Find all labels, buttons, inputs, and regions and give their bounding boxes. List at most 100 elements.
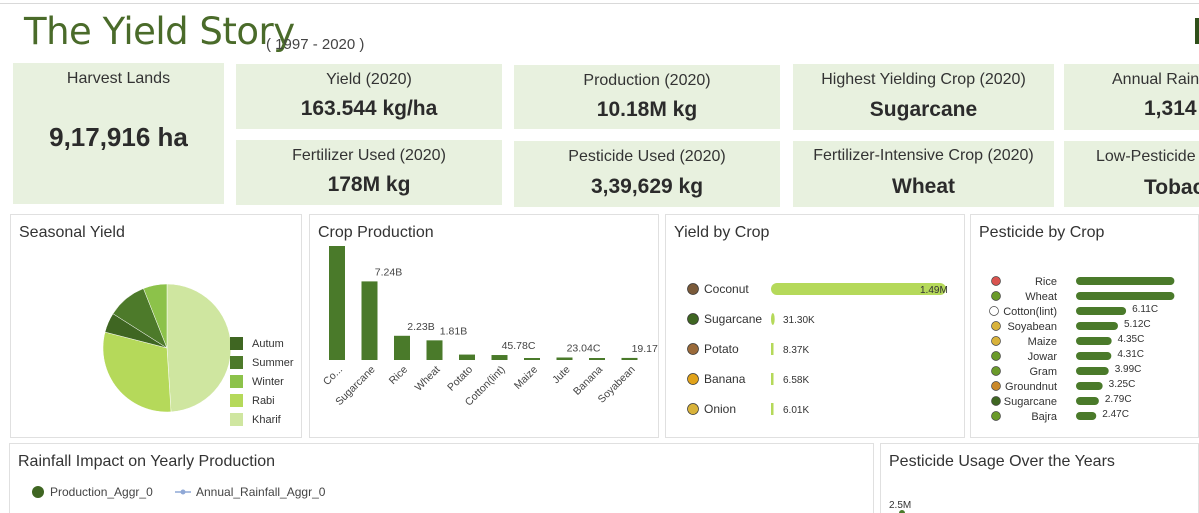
seasonal-yield-pie: Autum Summer Winter Rabi Kharif <box>102 283 294 426</box>
pesticide-usage-card: Pesticide Usage Over the Years 2.5M <box>880 443 1199 513</box>
card-title: Seasonal Yield <box>19 224 125 241</box>
rainfall-legend <box>32 486 191 498</box>
pesticide-bar[interactable] <box>1076 382 1103 390</box>
pesticide-bar[interactable] <box>1076 352 1112 360</box>
kpi-value: Tobac <box>1144 176 1199 199</box>
yield-bar[interactable] <box>771 313 775 325</box>
crop-production-card: Crop Production Co... 7.24B Sugarcane 2.23B… <box>309 214 659 438</box>
seasonal-yield-card: Seasonal Yield Autum Summer Winter Rabi Khar… <box>10 214 302 438</box>
legend-swatch <box>230 413 243 426</box>
wheat-icon <box>991 291 1001 301</box>
pesticide-value-label: 6.11C <box>1132 304 1158 315</box>
soyabean-icon <box>991 321 1001 331</box>
bar-sugarcane[interactable] <box>361 281 378 360</box>
kpi-label: Harvest Lands <box>66 70 171 87</box>
top-divider <box>0 3 1199 4</box>
legend-swatch <box>230 394 243 407</box>
kpi-value: Sugarcane <box>869 98 978 121</box>
kpi-harvest-lands: Harvest Lands 9,17,916 ha <box>13 63 224 204</box>
kpi-annual-rainfall: Annual Rainf 1,314 <box>1064 64 1199 130</box>
kpi-value: Wheat <box>892 175 955 198</box>
kpi-label: Low-Pesticide C <box>1096 148 1199 165</box>
legend-label: Rabi <box>252 395 275 407</box>
bar-co[interactable] <box>329 246 345 360</box>
edge-marker <box>1195 18 1199 44</box>
pesticide-bar[interactable] <box>1076 337 1112 345</box>
yield-value-label: 6.58K <box>783 375 809 386</box>
crop-label: Potato <box>704 342 739 356</box>
pesticide-value-label: 2.79C <box>1105 394 1132 405</box>
kpi-low-pesticide-crop: Low-Pesticide C Tobac <box>1064 141 1199 207</box>
kpi-pesticide-used: Pesticide Used (2020) 3,39,629 kg <box>514 141 780 207</box>
pesticide-value-label: 4.31C <box>1117 349 1144 360</box>
kpi-value: 3,39,629 kg <box>590 175 704 198</box>
crop-label: Groundnut <box>1005 381 1057 393</box>
yield-bar[interactable] <box>771 373 774 385</box>
kpi-value: 1,314 <box>1144 97 1197 120</box>
onion-icon <box>687 403 699 415</box>
yield-bar[interactable] <box>771 343 774 355</box>
bar-rice[interactable] <box>394 335 410 360</box>
pie-slice-kharif[interactable] <box>166 283 232 413</box>
kpi-label: Fertilizer Used (2020) <box>292 147 446 164</box>
legend-label: Winter <box>252 376 284 388</box>
kpi-label: Fertilizer-Intensive Crop (2020) <box>813 147 1034 164</box>
pesticide-by-crop-chart: Rice Wheat Cotton(lint) 6.11C Soyabean 5.12C M… <box>989 276 1175 423</box>
pesticide-bar[interactable] <box>1076 367 1109 375</box>
kpi-value: 163.544 kg/ha <box>300 97 438 120</box>
pesticide-bar[interactable] <box>1076 412 1097 420</box>
x-axis-label: Co... <box>321 364 345 388</box>
crop-label: Sugarcane <box>704 312 762 326</box>
bar-banana[interactable] <box>589 358 605 360</box>
yield-bar[interactable] <box>771 283 946 295</box>
coconut-icon <box>687 283 699 295</box>
kpi-label: Yield (2020) <box>326 71 412 88</box>
pie-slice-winter[interactable] <box>143 283 168 349</box>
crop-label: Maize <box>1028 336 1057 348</box>
page-title: The Yield Story <box>24 10 295 53</box>
crop-label: Banana <box>704 372 746 386</box>
kpi-label: Highest Yielding Crop (2020) <box>821 71 1026 88</box>
pesticide-bar[interactable] <box>1076 307 1127 315</box>
yield-value-label: 6.01K <box>783 405 809 416</box>
potato-icon <box>687 343 699 355</box>
rice-icon <box>991 276 1001 286</box>
sugarcane-icon <box>687 313 699 325</box>
y-axis-tick: 2.5M <box>889 500 912 511</box>
bar-jute[interactable] <box>556 357 573 360</box>
kpi-yield: Yield (2020) 163.544 kg/ha <box>236 64 502 129</box>
x-axis-label: Jute <box>550 364 573 387</box>
yield-bar[interactable] <box>771 403 774 415</box>
bar-potato[interactable] <box>459 354 475 360</box>
pesticide-bar[interactable] <box>1076 397 1099 405</box>
bar-value-label: 7.24B <box>375 266 402 278</box>
crop-label: Onion <box>704 402 736 416</box>
pesticide-bar[interactable] <box>1076 322 1118 330</box>
pesticide-bar[interactable] <box>1076 277 1175 285</box>
bar-soyabean[interactable] <box>621 357 638 360</box>
card-title: Yield by Crop <box>674 224 770 241</box>
bar-cottonlint[interactable] <box>491 355 508 360</box>
card-title: Crop Production <box>318 224 434 241</box>
legend-swatch <box>230 356 243 369</box>
bar-maize[interactable] <box>524 358 540 360</box>
yield-value-label: 8.37K <box>783 345 809 356</box>
bar-wheat[interactable] <box>426 340 443 360</box>
crop-label: Wheat <box>1025 291 1057 303</box>
sugarcane-icon <box>991 396 1001 406</box>
kpi-fertilizer-used: Fertilizer Used (2020) 178M kg <box>236 140 502 205</box>
crop-label: Sugarcane <box>1004 396 1057 408</box>
kpi-value: 178M kg <box>327 173 411 196</box>
rainfall-impact-card: Rainfall Impact on Yearly Production Pro… <box>9 443 874 513</box>
bar-value-label: 1.81B <box>440 325 467 337</box>
kpi-label: Annual Rainf <box>1112 71 1199 88</box>
pesticide-bar[interactable] <box>1076 292 1175 300</box>
bar-value-label: 23.04C <box>567 342 601 354</box>
pie-slice-rabi[interactable] <box>102 331 172 413</box>
yield-value-label: 1.49M <box>920 285 948 296</box>
pesticide-by-crop-card: Pesticide by Crop Rice Wheat Cotton(lint) 6… <box>970 214 1199 438</box>
legend-label: Kharif <box>252 414 282 426</box>
x-axis-label: Wheat <box>413 364 443 394</box>
card-title: Pesticide Usage Over the Years <box>889 453 1115 470</box>
crop-label: Jowar <box>1028 351 1058 363</box>
